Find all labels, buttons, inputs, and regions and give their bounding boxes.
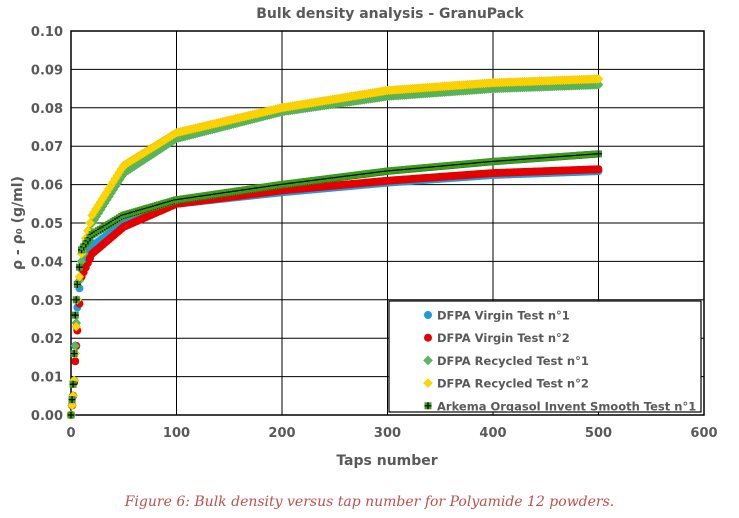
x-tick-label: 600 (690, 426, 717, 441)
marker-cross (72, 296, 80, 304)
marker-cross (67, 411, 75, 419)
y-tick-label: 0.00 (31, 409, 63, 424)
y-tick-label: 0.01 (31, 371, 63, 386)
y-tick-label: 0.07 (31, 140, 63, 155)
legend-label: DFPA Recycled Test n°2 (437, 377, 589, 391)
x-tick-label: 500 (585, 426, 612, 441)
x-tick-label: 0 (66, 426, 75, 441)
x-tick-label: 100 (163, 426, 190, 441)
legend-marker (424, 311, 432, 319)
data-point (71, 321, 82, 332)
data-point (71, 357, 80, 366)
legend-label: Arkema Orgasol Invent Smooth Test n°1 (437, 399, 696, 413)
legend-marker (423, 378, 433, 388)
marker-cross (69, 380, 77, 388)
data-point (593, 74, 604, 84)
x-tick-label: 200 (268, 426, 295, 441)
data-point (70, 350, 78, 358)
marker-cross (424, 402, 432, 410)
figure-caption: Figure 6: Bulk density versus tap number… (124, 494, 615, 510)
legend-box (388, 300, 702, 413)
x-tick-label: 300 (374, 426, 401, 441)
legend-label: DFPA Virgin Test n°1 (437, 309, 570, 323)
data-point (75, 263, 83, 271)
data-point (595, 150, 602, 158)
bulk-density-chart: Bulk density analysis - GranuPack 0.00 0.… (10, 6, 718, 469)
y-tick-label: 0.08 (31, 102, 63, 117)
y-tick-label: 0.02 (31, 332, 63, 347)
x-axis-label: Taps number (336, 453, 437, 469)
legend-marker (424, 402, 432, 410)
x-tick-label: 400 (479, 426, 506, 441)
y-tick-label: 0.10 (31, 25, 63, 40)
data-point (71, 311, 79, 319)
y-tick-label: 0.05 (31, 217, 63, 232)
data-point (72, 296, 80, 304)
data-point (67, 400, 77, 411)
legend-marker (423, 355, 433, 366)
plot-area (70, 30, 705, 416)
data-point (85, 218, 95, 228)
data-point (69, 380, 77, 388)
series-5 (67, 150, 602, 419)
y-tick-label: 0.03 (31, 294, 63, 309)
data-point (68, 396, 76, 404)
marker-cross (595, 150, 602, 158)
marker-cross (75, 263, 83, 271)
legend-label: DFPA Virgin Test n°2 (437, 331, 570, 345)
chart-title: Bulk density analysis - GranuPack (256, 6, 524, 22)
legend: DFPA Virgin Test n°1 DFPA Virgin Test n°2… (388, 300, 702, 413)
marker-cross (71, 311, 79, 319)
marker-cross (70, 350, 78, 358)
data-point (67, 411, 75, 419)
marker-cross (73, 280, 81, 288)
marker-cross (68, 396, 76, 404)
y-tick-label: 0.04 (31, 255, 63, 270)
data-point (594, 165, 603, 174)
legend-marker (424, 333, 432, 342)
y-tick-label: 0.09 (31, 63, 63, 78)
y-axis-label: ρ - ρ₀ (g/ml) (10, 176, 26, 270)
y-tick-label: 0.06 (31, 179, 63, 194)
legend-label: DFPA Recycled Test n°1 (437, 354, 589, 368)
data-point (73, 280, 81, 288)
